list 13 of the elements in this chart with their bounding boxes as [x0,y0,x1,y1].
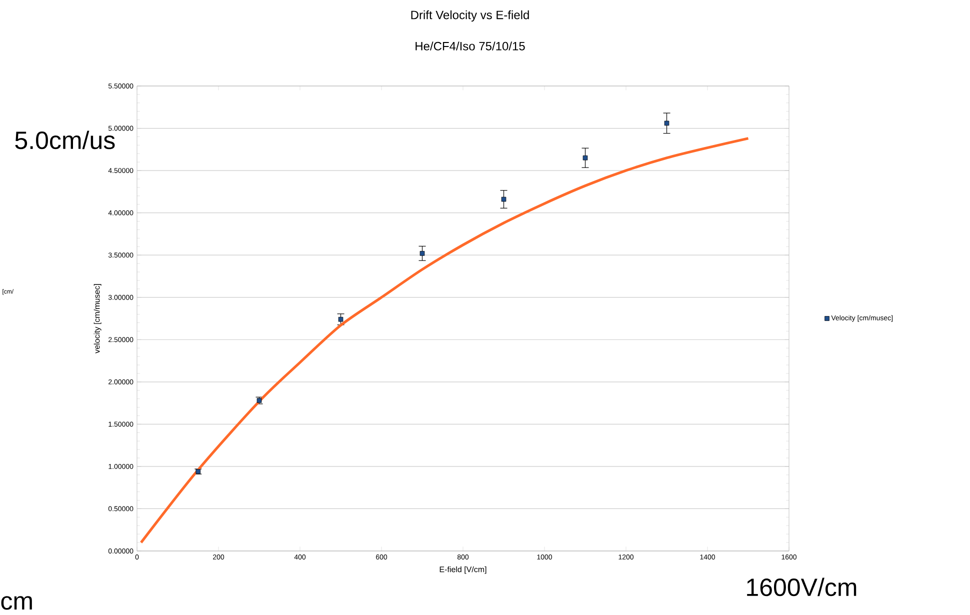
text: cm [1,596,32,610]
point [338,316,344,322]
point [501,196,506,202]
chart-subtitle: He/CF4/Iso 75/10/15 [416,42,525,50]
point [420,250,425,256]
text: 1600V/cm [747,578,856,596]
y-axis-title: velocity [cm/musec] [94,284,102,354]
x-axis-title: E-field [V/cm] [440,566,486,574]
point [582,155,588,160]
text: 5.0cm/us [15,130,115,150]
line-series [140,137,750,544]
point [664,120,670,126]
chart-title: Drift Velocity vs E-field [411,10,529,22]
